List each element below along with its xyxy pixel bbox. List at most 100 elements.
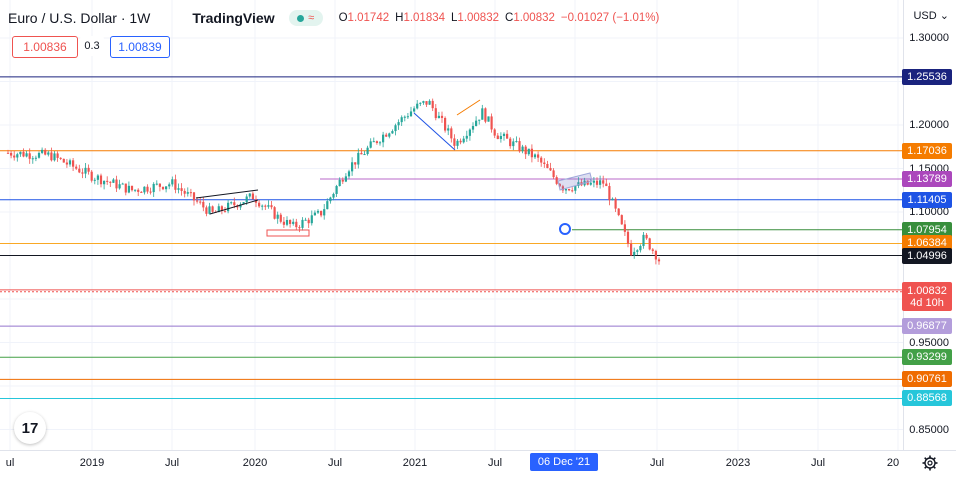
candle-body: [558, 183, 561, 187]
candle-body: [509, 138, 512, 147]
candle-body: [310, 215, 313, 224]
wedge-upper-line: [195, 189, 259, 199]
market-open-dot-icon: [297, 14, 305, 22]
candle-body: [568, 188, 571, 191]
price-tick: 1.20000: [909, 119, 949, 131]
candle-body: [437, 115, 440, 119]
price-tick: 1.10000: [909, 206, 949, 218]
market-status-icon[interactable]: ≈: [288, 10, 323, 26]
candle-body: [338, 179, 341, 187]
candle-body: [168, 184, 171, 187]
price-tick: 0.95000: [909, 336, 949, 349]
candle-body: [90, 171, 93, 181]
candle-body: [574, 186, 577, 191]
price-tag-1.06384: 1.06384: [902, 235, 952, 252]
candle-body: [112, 179, 115, 183]
candle-body: [651, 249, 654, 251]
brand-label: TradingView: [192, 10, 275, 26]
sell-button[interactable]: 1.00836: [12, 36, 78, 58]
crosshair-date-label: 06 Dec '21: [530, 453, 598, 471]
candle-body: [301, 219, 304, 228]
candle-body: [397, 122, 400, 126]
candle-body: [428, 100, 431, 105]
candle-body: [372, 141, 375, 143]
currency-menu[interactable]: USD ⌄: [913, 9, 949, 22]
last-price-tag: 1.00832 4d 10h: [902, 282, 952, 311]
candle-body: [645, 234, 648, 239]
blue-trend-line: [413, 112, 456, 151]
candle-body: [648, 238, 651, 250]
candle-body: [245, 196, 248, 203]
candle-body: [270, 205, 273, 208]
candle-body: [140, 191, 143, 193]
candle-body: [84, 167, 87, 174]
candle-body: [68, 160, 72, 165]
candle-body: [96, 175, 99, 180]
time-axis[interactable]: 06 Dec '21 ul 2019 Jul 2020 Jul 2021 Jul Jul 202…: [0, 450, 956, 478]
candle-body: [546, 163, 549, 169]
candle-body: [81, 172, 84, 174]
candle-body: [134, 189, 137, 191]
candle-body: [453, 138, 456, 146]
symbol-title[interactable]: Euro / U.S. Dollar · 1W: [8, 10, 151, 26]
candle-body: [34, 157, 37, 159]
candle-body: [158, 183, 161, 187]
candle-body: [459, 140, 462, 143]
candle-body: [530, 148, 533, 158]
candle-body: [316, 210, 320, 213]
candle-body: [127, 185, 130, 193]
candle-body: [37, 152, 41, 158]
price-tag-0.88568: 0.88568: [902, 390, 952, 407]
candle-body: [115, 179, 118, 189]
candle-body: [192, 192, 196, 201]
price-tag-1.07954: 1.07954: [902, 221, 952, 238]
candle-body: [177, 188, 180, 190]
candle-body: [282, 221, 285, 225]
candle-body: [484, 108, 487, 122]
candle-body: [292, 221, 295, 224]
candle-body: [121, 183, 124, 185]
candle-body: [406, 116, 409, 118]
time-tick: Jul: [164, 457, 180, 469]
candle-body: [347, 171, 351, 177]
candle-body: [506, 133, 509, 139]
tradingview-logo-icon[interactable]: 17: [14, 412, 46, 444]
candle-body: [261, 205, 264, 207]
chart-pane[interactable]: [0, 0, 903, 450]
candle-body: [78, 168, 81, 173]
low-label: L: [451, 12, 458, 24]
candle-body: [478, 119, 481, 121]
time-tick: Jul: [649, 457, 665, 469]
candle-body: [493, 129, 496, 136]
candle-body: [549, 168, 552, 171]
time-tick: 2021: [402, 457, 428, 469]
candle-body: [146, 186, 149, 192]
candle-body: [87, 167, 90, 172]
candle-body: [577, 182, 580, 187]
candle-body: [481, 108, 484, 120]
candle-body: [53, 153, 56, 161]
candle-body: [267, 205, 270, 207]
candle-body: [636, 250, 639, 252]
candle-body: [103, 180, 106, 185]
candle-body: [16, 154, 19, 158]
candle-body: [487, 116, 490, 122]
candle-body: [642, 234, 645, 247]
wave-icon: ≈: [308, 12, 315, 24]
gear-icon[interactable]: [921, 454, 939, 472]
candle-body: [276, 214, 279, 219]
candle-body: [165, 186, 168, 190]
candle-body: [490, 116, 493, 130]
candle-body: [499, 135, 502, 140]
candle-body: [6, 152, 10, 154]
candle-body: [599, 180, 602, 185]
price-tag-0.93299: 0.93299: [902, 349, 952, 366]
close-value: 1.00832: [513, 12, 555, 24]
candle-body: [502, 133, 506, 136]
candle-body: [189, 192, 192, 194]
candle-body: [533, 154, 537, 158]
candle-body: [174, 179, 177, 190]
candle-body: [258, 202, 261, 207]
buy-button[interactable]: 1.00839: [110, 36, 170, 58]
price-chart[interactable]: [0, 0, 903, 450]
